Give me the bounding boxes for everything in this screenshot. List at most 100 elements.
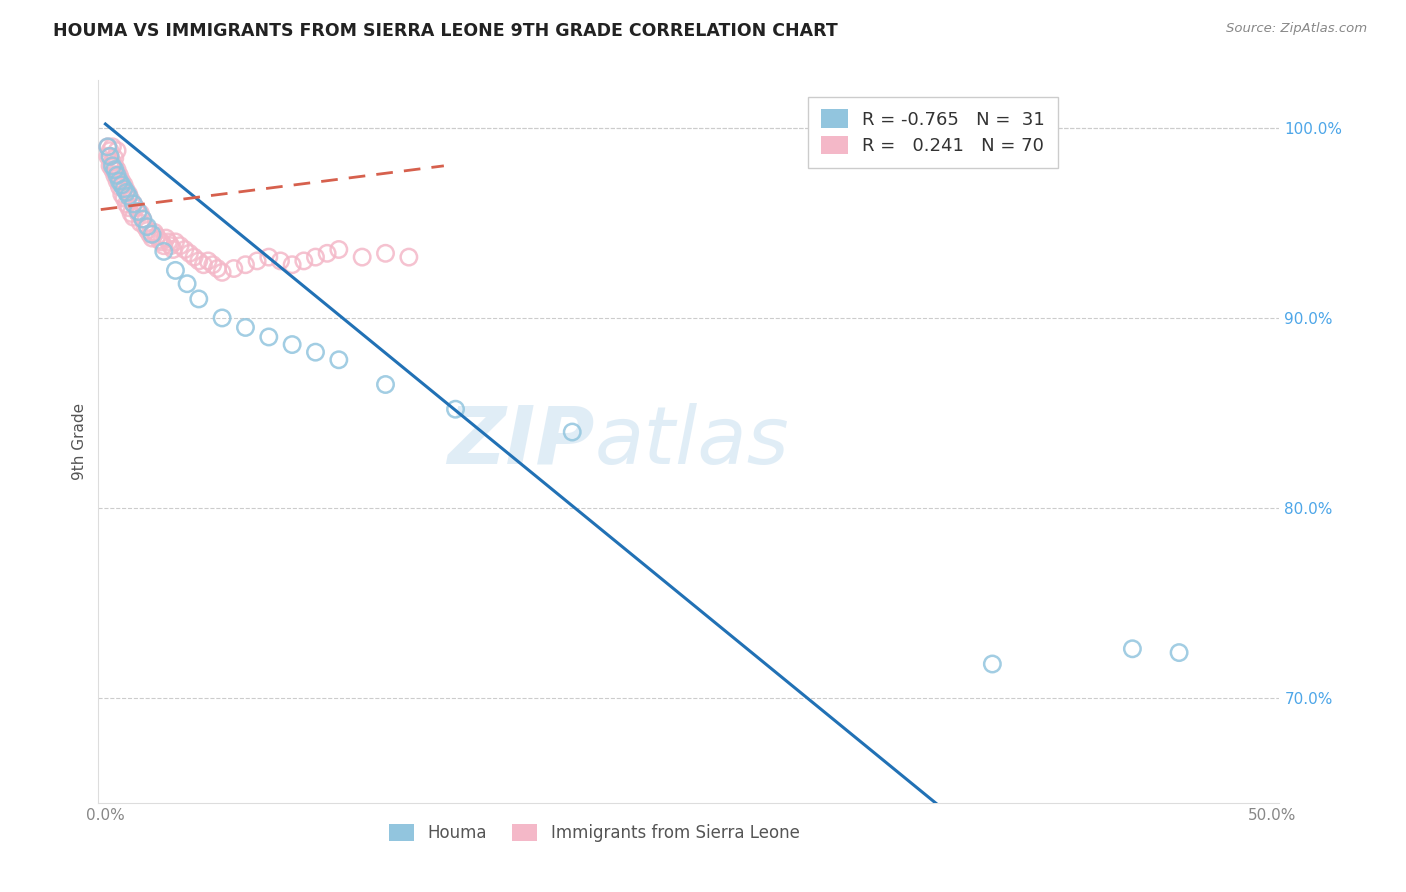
Point bbox=[157, 235, 180, 249]
Point bbox=[207, 261, 229, 276]
Point bbox=[141, 231, 163, 245]
Point bbox=[97, 140, 120, 154]
Point bbox=[1168, 646, 1191, 660]
Point bbox=[444, 402, 467, 417]
Point bbox=[165, 263, 187, 277]
Point bbox=[292, 253, 315, 268]
Point bbox=[328, 243, 350, 257]
Point bbox=[129, 216, 152, 230]
Point bbox=[129, 206, 152, 220]
Point bbox=[105, 162, 128, 177]
Point bbox=[101, 140, 124, 154]
Point bbox=[127, 206, 149, 220]
Point bbox=[112, 178, 135, 192]
Point bbox=[561, 425, 583, 439]
Point bbox=[111, 174, 134, 188]
Point bbox=[211, 310, 233, 325]
Point bbox=[98, 159, 121, 173]
Text: HOUMA VS IMMIGRANTS FROM SIERRA LEONE 9TH GRADE CORRELATION CHART: HOUMA VS IMMIGRANTS FROM SIERRA LEONE 9T… bbox=[53, 22, 838, 40]
Point bbox=[104, 151, 127, 165]
Point bbox=[304, 250, 326, 264]
Point bbox=[146, 229, 169, 244]
Point bbox=[281, 258, 304, 272]
Point bbox=[98, 149, 121, 163]
Point bbox=[122, 210, 145, 224]
Point bbox=[193, 258, 215, 272]
Legend: Houma, Immigrants from Sierra Leone: Houma, Immigrants from Sierra Leone bbox=[382, 817, 806, 848]
Point bbox=[122, 197, 145, 211]
Point bbox=[118, 189, 141, 203]
Point bbox=[136, 223, 159, 237]
Point bbox=[179, 246, 201, 260]
Point bbox=[176, 277, 198, 291]
Point bbox=[111, 178, 134, 192]
Point bbox=[316, 246, 339, 260]
Point bbox=[108, 174, 131, 188]
Point bbox=[257, 330, 280, 344]
Point bbox=[118, 201, 141, 215]
Point bbox=[328, 352, 350, 367]
Text: ZIP: ZIP bbox=[447, 402, 595, 481]
Point bbox=[105, 169, 128, 183]
Point bbox=[257, 250, 280, 264]
Point bbox=[115, 186, 138, 200]
Point bbox=[104, 169, 127, 183]
Point bbox=[125, 201, 148, 215]
Point bbox=[132, 212, 155, 227]
Point bbox=[197, 253, 219, 268]
Point bbox=[304, 345, 326, 359]
Point bbox=[105, 144, 128, 158]
Text: Source: ZipAtlas.com: Source: ZipAtlas.com bbox=[1226, 22, 1367, 36]
Point bbox=[165, 235, 187, 249]
Point bbox=[112, 181, 135, 195]
Y-axis label: 9th Grade: 9th Grade bbox=[72, 403, 87, 480]
Point bbox=[101, 155, 124, 169]
Point bbox=[150, 235, 173, 249]
Point bbox=[122, 197, 145, 211]
Point bbox=[108, 169, 131, 183]
Point bbox=[111, 187, 134, 202]
Point bbox=[211, 265, 233, 279]
Point bbox=[155, 231, 177, 245]
Point bbox=[398, 250, 420, 264]
Point bbox=[152, 244, 174, 259]
Point bbox=[97, 149, 120, 163]
Point bbox=[159, 238, 181, 252]
Point bbox=[118, 187, 141, 202]
Point bbox=[104, 162, 127, 177]
Point bbox=[132, 212, 155, 227]
Point bbox=[187, 253, 209, 268]
Point bbox=[98, 149, 121, 163]
Point bbox=[112, 191, 135, 205]
Point bbox=[101, 159, 124, 173]
Point bbox=[201, 258, 224, 272]
Point bbox=[374, 246, 396, 260]
Point bbox=[134, 219, 156, 234]
Point bbox=[1121, 641, 1143, 656]
Point bbox=[352, 250, 374, 264]
Point bbox=[173, 243, 195, 257]
Point bbox=[183, 250, 205, 264]
Point bbox=[98, 144, 121, 158]
Point bbox=[222, 261, 245, 276]
Point bbox=[136, 219, 159, 234]
Point bbox=[374, 377, 396, 392]
Point bbox=[169, 238, 191, 252]
Point bbox=[981, 657, 1004, 671]
Point bbox=[115, 184, 138, 198]
Point bbox=[152, 238, 174, 252]
Point bbox=[235, 320, 257, 334]
Point bbox=[141, 227, 163, 242]
Point bbox=[108, 179, 131, 194]
Point bbox=[187, 292, 209, 306]
Text: atlas: atlas bbox=[595, 402, 789, 481]
Point bbox=[269, 253, 291, 268]
Point bbox=[281, 337, 304, 351]
Point bbox=[115, 197, 138, 211]
Point bbox=[235, 258, 257, 272]
Point bbox=[104, 159, 127, 173]
Point bbox=[127, 204, 149, 219]
Point bbox=[139, 227, 162, 242]
Point bbox=[97, 140, 120, 154]
Point bbox=[143, 226, 166, 240]
